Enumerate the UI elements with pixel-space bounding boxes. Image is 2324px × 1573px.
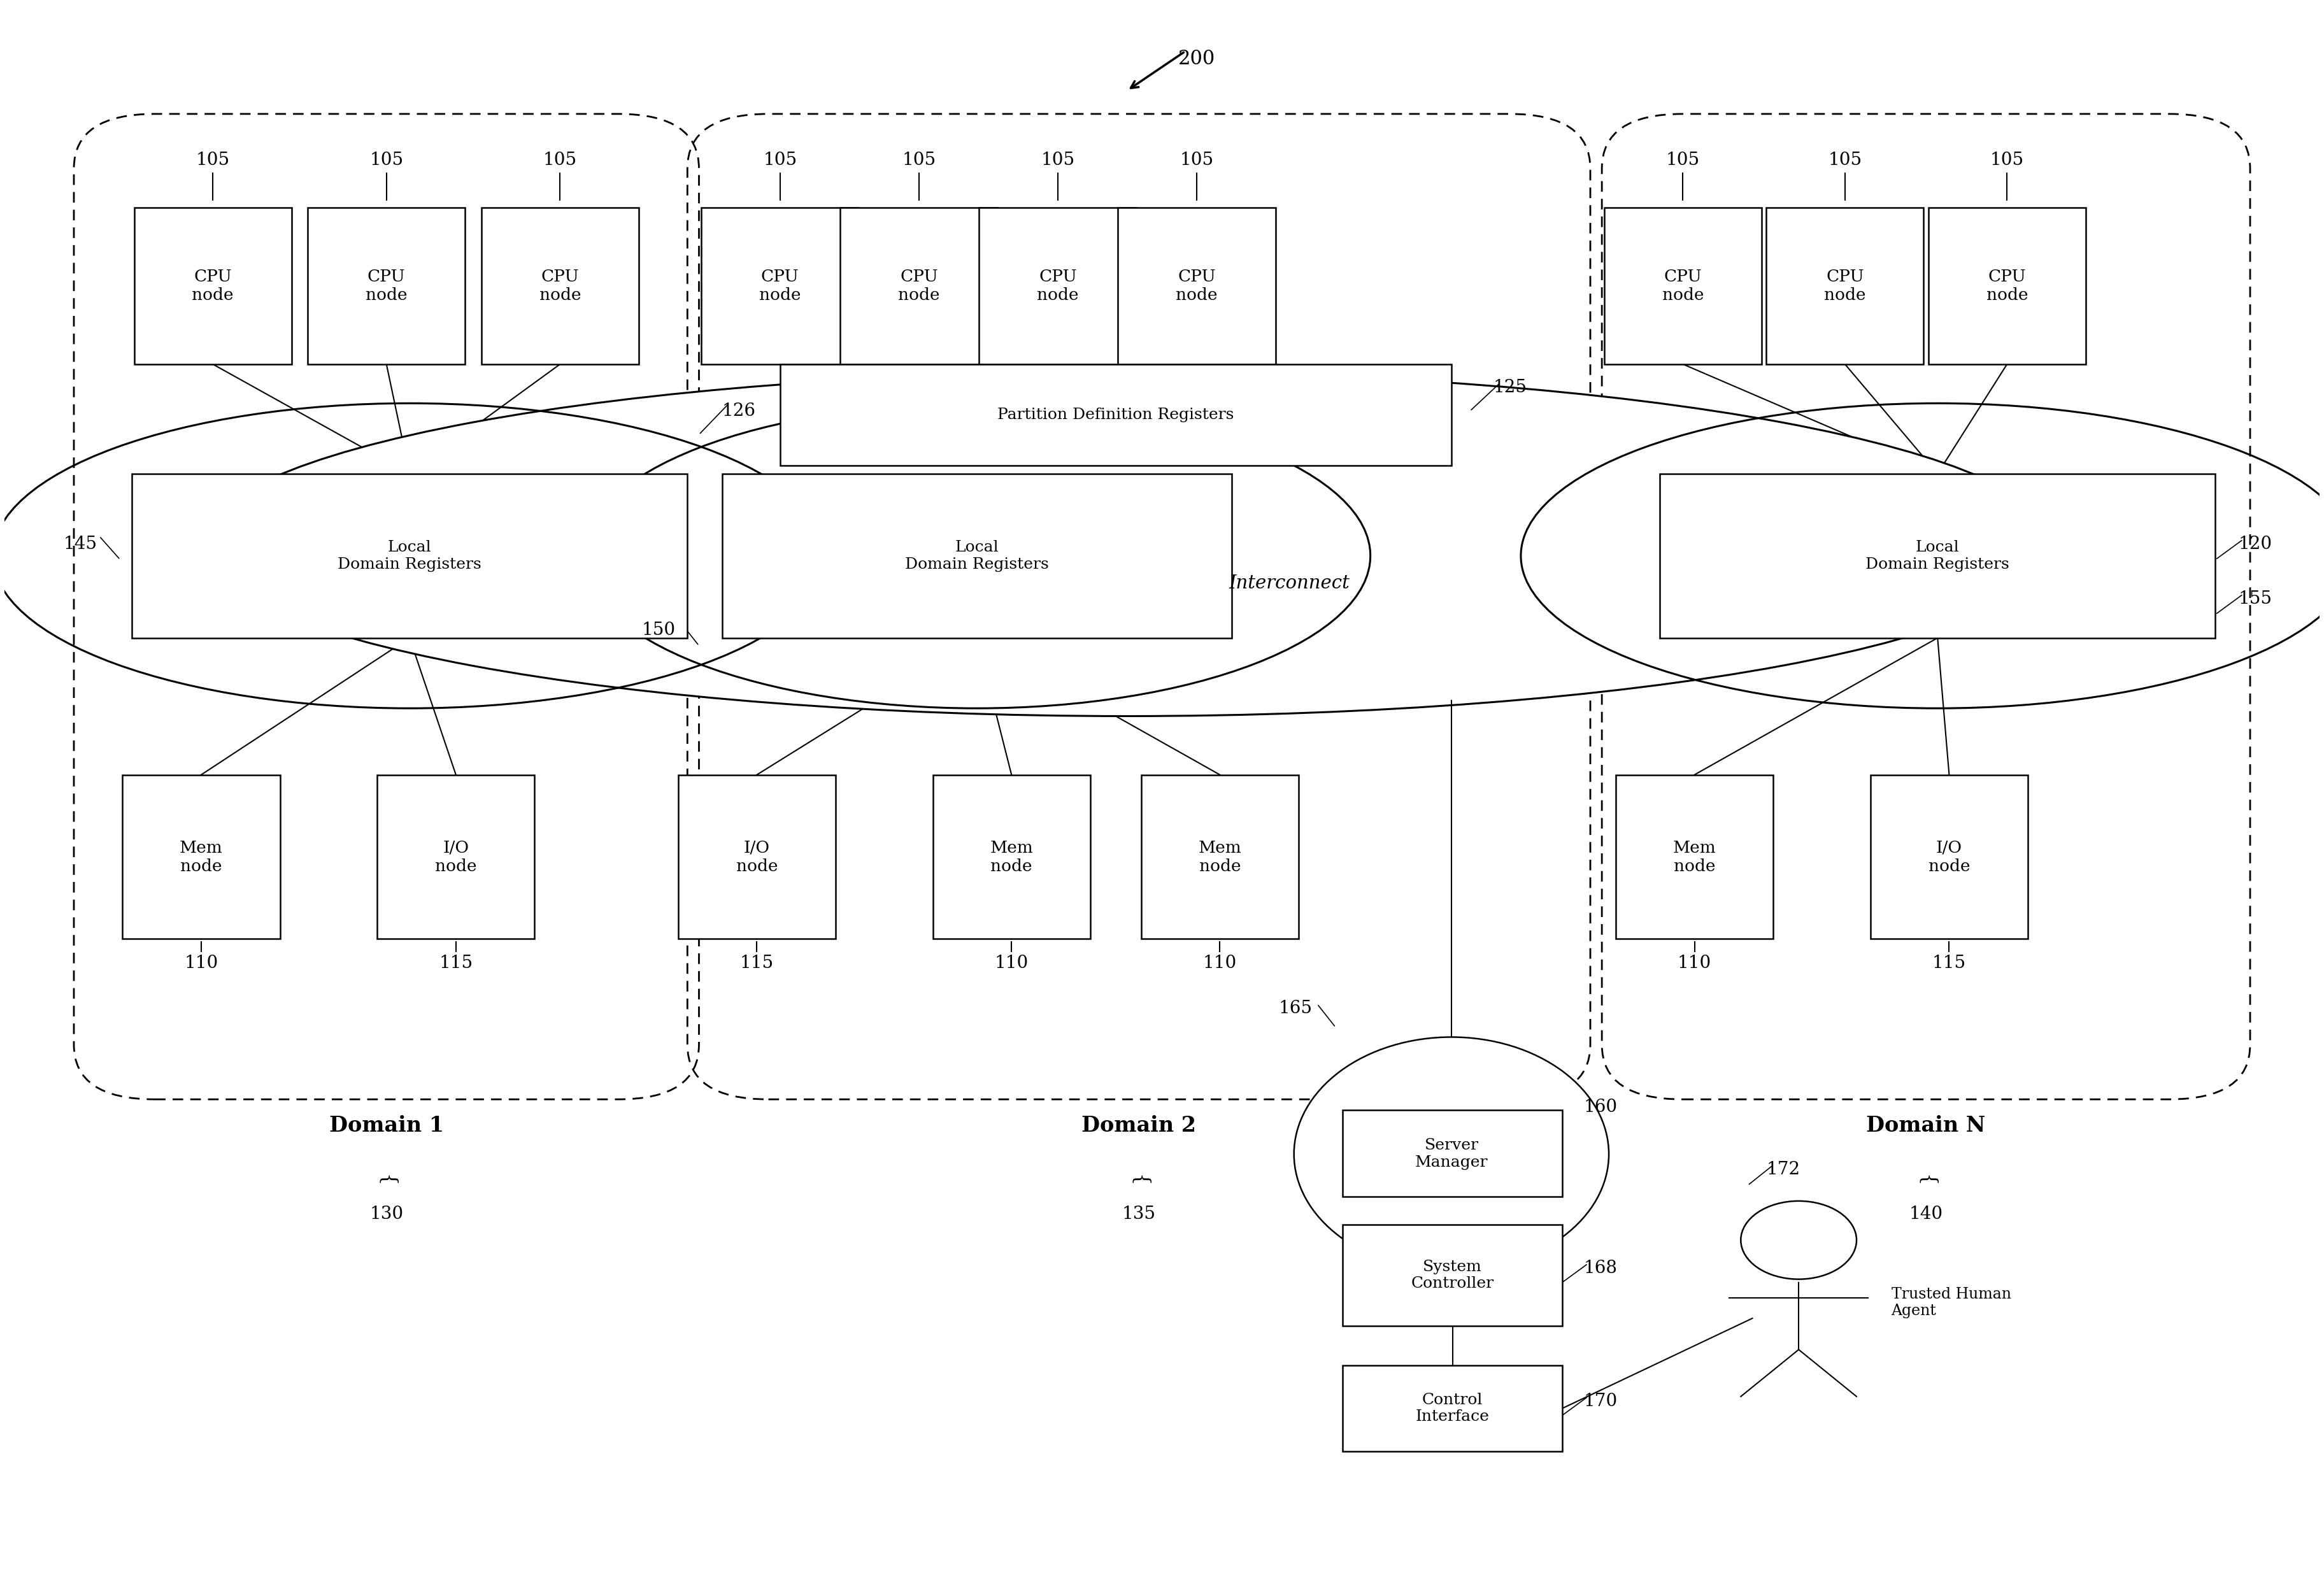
Text: CPU
node: CPU node <box>1662 269 1703 304</box>
Text: I/O
node: I/O node <box>1929 840 1971 875</box>
Text: Domain N: Domain N <box>1866 1115 1985 1136</box>
Bar <box>1766 208 1924 365</box>
Bar <box>376 775 535 939</box>
Text: {: { <box>1129 1175 1148 1186</box>
Text: 160: 160 <box>1583 1098 1618 1115</box>
Bar <box>781 365 1452 466</box>
Ellipse shape <box>202 371 2054 716</box>
Text: 200: 200 <box>1178 49 1215 69</box>
Text: System
Controller: System Controller <box>1411 1260 1494 1291</box>
Bar <box>679 775 837 939</box>
Text: Mem
node: Mem node <box>1199 840 1241 875</box>
Bar <box>1141 775 1299 939</box>
Bar <box>1343 1365 1562 1452</box>
Text: I/O
node: I/O node <box>435 840 476 875</box>
Bar <box>1615 775 1773 939</box>
Text: 115: 115 <box>1931 955 1966 972</box>
Bar <box>307 208 465 365</box>
Text: Server
Manager: Server Manager <box>1415 1139 1487 1170</box>
Text: 105: 105 <box>762 151 797 168</box>
Bar <box>481 208 639 365</box>
Text: 145: 145 <box>63 535 98 552</box>
Circle shape <box>1741 1202 1857 1279</box>
Text: 165: 165 <box>1278 1000 1313 1018</box>
Text: CPU
node: CPU node <box>897 269 939 304</box>
Text: CPU
node: CPU node <box>1037 269 1078 304</box>
Bar <box>135 208 290 365</box>
Text: 105: 105 <box>1041 151 1074 168</box>
Text: Local
Domain Registers: Local Domain Registers <box>1866 540 2010 571</box>
Text: Mem
node: Mem node <box>179 840 223 875</box>
Text: 105: 105 <box>902 151 937 168</box>
Text: I/O
node: I/O node <box>737 840 779 875</box>
Text: 140: 140 <box>1908 1205 1943 1222</box>
Text: CPU
node: CPU node <box>1824 269 1866 304</box>
Bar <box>978 208 1136 365</box>
Text: 168: 168 <box>1583 1260 1618 1277</box>
Text: Domain 2: Domain 2 <box>1081 1115 1197 1136</box>
Text: 110: 110 <box>184 955 218 972</box>
Text: 155: 155 <box>2238 590 2273 607</box>
Text: 105: 105 <box>1989 151 2024 168</box>
Text: CPU
node: CPU node <box>539 269 581 304</box>
Text: 105: 105 <box>544 151 576 168</box>
Text: Partition Definition Registers: Partition Definition Registers <box>997 407 1234 422</box>
Text: Local
Domain Registers: Local Domain Registers <box>337 540 481 571</box>
Text: {: { <box>1915 1175 1936 1186</box>
Text: 126: 126 <box>723 403 755 420</box>
Text: 110: 110 <box>995 955 1030 972</box>
Text: 105: 105 <box>195 151 230 168</box>
Bar <box>1659 473 2215 639</box>
Text: Interconnect: Interconnect <box>1229 574 1350 591</box>
Text: Trusted Human
Agent: Trusted Human Agent <box>1892 1287 2010 1318</box>
Text: CPU
node: CPU node <box>365 269 407 304</box>
Bar <box>132 473 688 639</box>
Text: 115: 115 <box>439 955 472 972</box>
Text: 110: 110 <box>1678 955 1710 972</box>
Text: 105: 105 <box>370 151 404 168</box>
Text: Control
Interface: Control Interface <box>1415 1392 1490 1424</box>
Text: Mem
node: Mem node <box>1673 840 1715 875</box>
Bar <box>723 473 1232 639</box>
Text: 172: 172 <box>1766 1161 1801 1178</box>
Text: 150: 150 <box>641 621 676 639</box>
Text: 120: 120 <box>2238 535 2273 552</box>
Bar <box>123 775 279 939</box>
Text: CPU
node: CPU node <box>1176 269 1218 304</box>
Text: 135: 135 <box>1122 1205 1155 1222</box>
Bar <box>841 208 997 365</box>
Text: 125: 125 <box>1492 379 1527 396</box>
Bar <box>1871 775 2029 939</box>
Text: {: { <box>376 1175 397 1186</box>
Text: Domain 1: Domain 1 <box>330 1115 444 1136</box>
Text: 115: 115 <box>739 955 774 972</box>
Bar <box>932 775 1090 939</box>
Bar <box>1929 208 2085 365</box>
Text: 105: 105 <box>1666 151 1699 168</box>
Bar <box>1343 1111 1562 1197</box>
Text: Mem
node: Mem node <box>990 840 1034 875</box>
Text: CPU
node: CPU node <box>760 269 802 304</box>
Text: CPU
node: CPU node <box>1987 269 2029 304</box>
Text: Local
Domain Registers: Local Domain Registers <box>904 540 1048 571</box>
Bar <box>1343 1224 1562 1326</box>
Text: CPU
node: CPU node <box>193 269 235 304</box>
Bar <box>702 208 858 365</box>
Bar <box>1604 208 1762 365</box>
Text: 105: 105 <box>1829 151 1862 168</box>
Ellipse shape <box>1294 1037 1608 1271</box>
Bar <box>1118 208 1276 365</box>
Text: 170: 170 <box>1583 1392 1618 1409</box>
Text: 110: 110 <box>1204 955 1236 972</box>
Text: 105: 105 <box>1181 151 1213 168</box>
Text: 130: 130 <box>370 1205 404 1222</box>
